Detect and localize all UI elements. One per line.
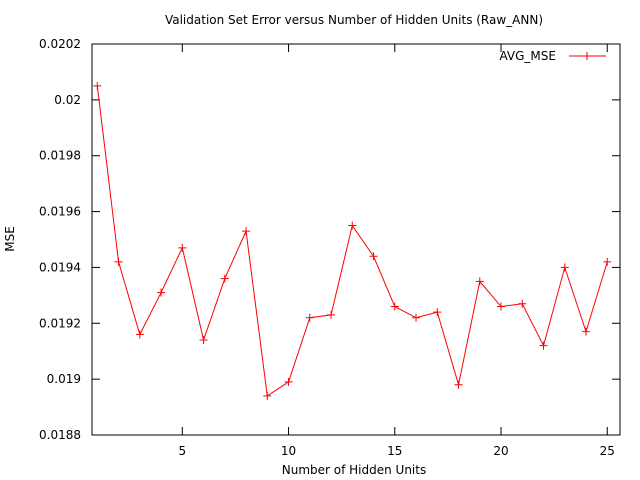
y-tick-label: 0.0194: [39, 260, 81, 274]
series-group: [93, 81, 612, 400]
y-tick-label: 0.019: [47, 372, 81, 386]
y-tick-label: 0.0198: [39, 149, 81, 163]
data-point: [242, 227, 251, 236]
data-point: [93, 81, 102, 90]
y-tick-label: 0.0192: [39, 316, 81, 330]
data-point: [497, 302, 506, 311]
data-point: [327, 310, 336, 319]
data-point: [178, 243, 187, 252]
x-tick-label: 20: [493, 444, 508, 458]
series-line: [96, 85, 608, 397]
data-point: [475, 277, 484, 286]
y-tick-label: 0.0188: [39, 428, 81, 442]
x-tick-label: 25: [600, 444, 615, 458]
data-point: [560, 263, 569, 272]
y-tick-label: 0.0196: [39, 205, 81, 219]
y-axis-label: MSE: [3, 226, 17, 252]
x-ticks: 5 10 15 20 25: [178, 44, 615, 458]
data-point: [539, 341, 548, 350]
x-tick-label: 10: [281, 444, 296, 458]
data-point: [369, 252, 378, 261]
data-point: [390, 302, 399, 311]
data-point: [220, 274, 229, 283]
x-tick-label: 15: [387, 444, 402, 458]
y-tick-label: 0.02: [54, 93, 81, 107]
y-tick-label: 0.0202: [39, 37, 81, 51]
data-point: [454, 380, 463, 389]
data-point: [135, 330, 144, 339]
data-point: [433, 308, 442, 317]
data-point: [412, 313, 421, 322]
y-ticks: 0.01880.0190.01920.01940.01960.01980.020…: [39, 37, 620, 442]
legend-label: AVG_MSE: [499, 49, 556, 63]
data-point: [199, 336, 208, 345]
legend: AVG_MSE: [499, 49, 606, 63]
data-point: [348, 221, 357, 230]
x-axis-label: Number of Hidden Units: [282, 463, 426, 477]
x-tick-label: 5: [178, 444, 186, 458]
data-point: [518, 299, 527, 308]
data-point: [305, 313, 314, 322]
data-point: [263, 391, 272, 400]
data-point: [284, 377, 293, 386]
legend-marker: [583, 52, 591, 60]
data-point: [603, 257, 612, 266]
data-point: [114, 257, 123, 266]
data-point: [582, 327, 591, 336]
data-point: [157, 288, 166, 297]
plot-frame: [91, 43, 621, 436]
chart-title: Validation Set Error versus Number of Hi…: [165, 13, 543, 27]
